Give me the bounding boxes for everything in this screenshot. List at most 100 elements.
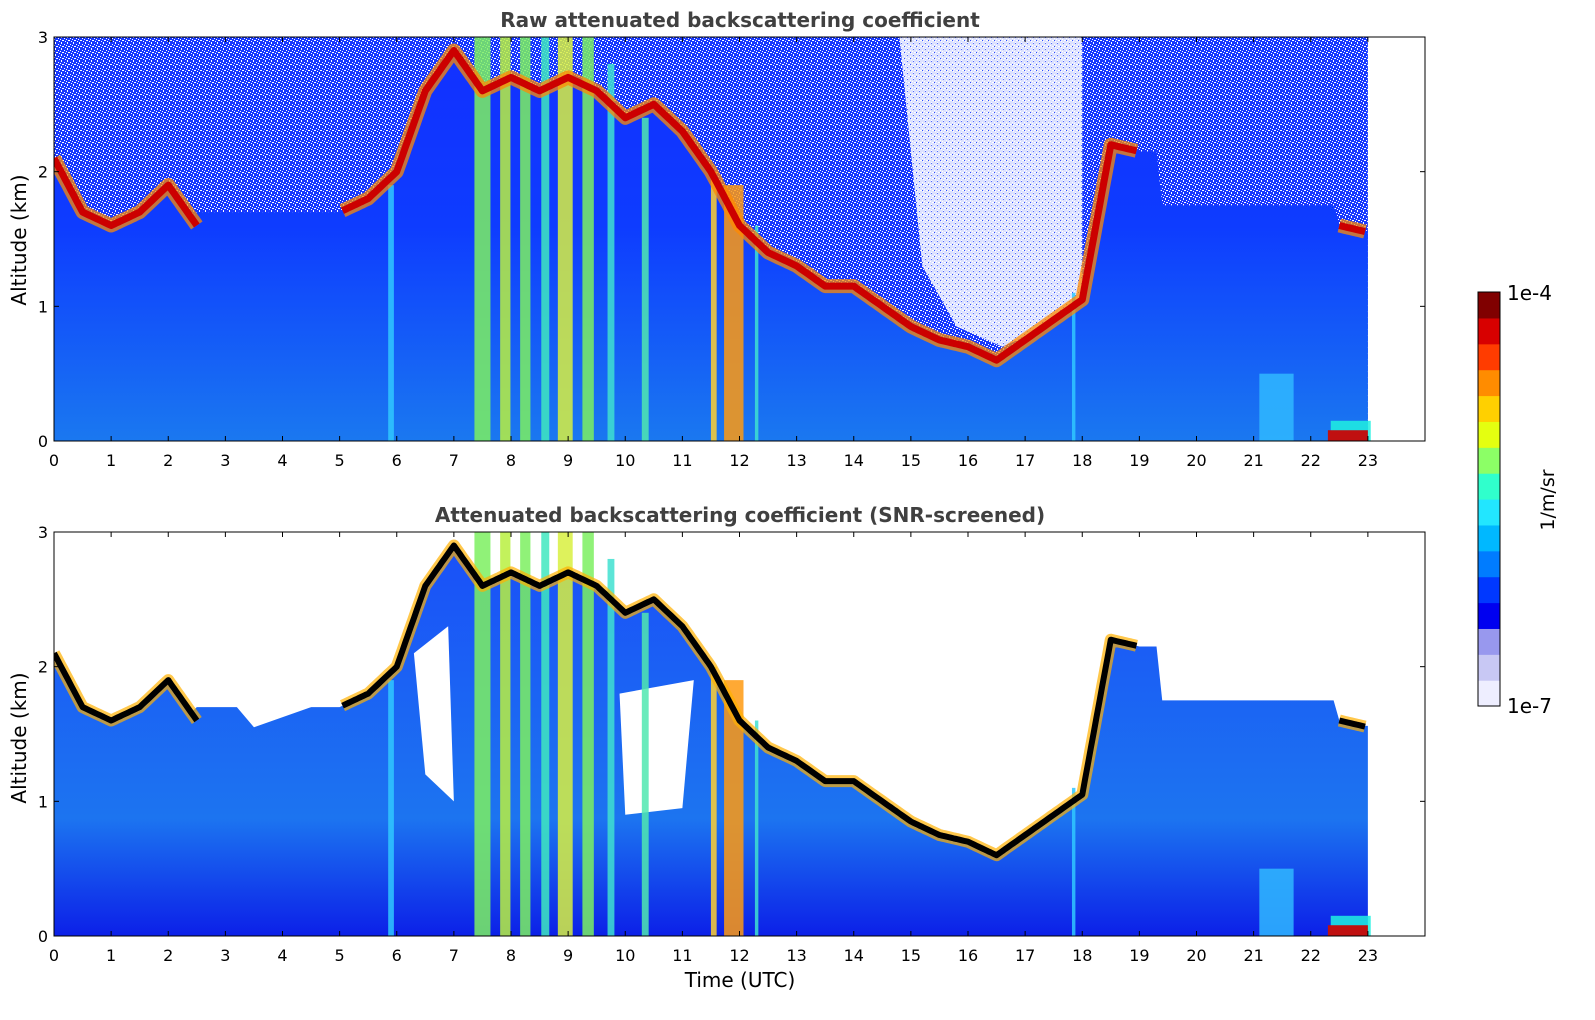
screened-mask <box>202 532 374 728</box>
x-tick-label: 0 <box>49 451 59 470</box>
precipitation-streak <box>557 37 573 441</box>
x-tick-label: 10 <box>615 946 635 965</box>
y-tick-label: 3 <box>38 523 48 542</box>
x-tick-label: 22 <box>1301 946 1321 965</box>
colorbar-max-label: 1e-4 <box>1507 281 1552 305</box>
colorbar-unit-label: 1/m/sr <box>1537 469 1559 530</box>
x-tick-label: 14 <box>844 946 864 965</box>
colorbar-swatch <box>1478 421 1500 448</box>
panel-raw: Raw attenuated backscattering coefficien… <box>7 8 1426 470</box>
x-tick-label: 11 <box>672 451 692 470</box>
colorbar-swatch <box>1478 550 1500 578</box>
x-tick-label: 3 <box>220 946 230 965</box>
colorbar-swatch <box>1478 395 1500 422</box>
colorbar-swatch <box>1478 343 1500 371</box>
x-tick-label: 2 <box>163 451 173 470</box>
colorbar-swatch <box>1478 369 1500 397</box>
colorbar-swatch <box>1478 576 1500 604</box>
precipitation-streak <box>541 532 550 936</box>
x-tick-label: 19 <box>1129 946 1149 965</box>
colorbar-swatch <box>1478 602 1500 629</box>
x-tick-label: 22 <box>1301 451 1321 470</box>
panel-screened: Attenuated backscattering coefficient (S… <box>7 503 1426 992</box>
precipitation-streak <box>582 532 594 936</box>
precipitation-streak <box>388 680 394 936</box>
x-axis-label: Time (UTC) <box>684 968 796 992</box>
y-tick-label: 2 <box>38 163 48 182</box>
colorbar-swatch <box>1478 680 1500 707</box>
x-tick-label: 15 <box>901 451 921 470</box>
colorbar-swatch <box>1478 317 1500 345</box>
precipitation-streak <box>520 37 531 441</box>
x-tick-label: 20 <box>1186 946 1206 965</box>
panel-screened-title: Attenuated backscattering coefficient (S… <box>435 503 1045 527</box>
precipitation-streak <box>582 37 594 441</box>
x-tick-label: 20 <box>1186 451 1206 470</box>
x-tick-label: 7 <box>449 946 459 965</box>
precipitation-streak <box>1071 787 1076 936</box>
x-tick-label: 21 <box>1243 946 1263 965</box>
screened-mask <box>1116 532 1368 701</box>
screened-mask <box>413 626 454 802</box>
panel-screened-y-axis-label: Altitude (km) <box>7 672 31 803</box>
precipitation-streak <box>754 720 759 936</box>
x-tick-label: 5 <box>335 946 345 965</box>
cloud-base-line <box>1338 222 1366 235</box>
x-tick-label: 13 <box>786 946 806 965</box>
surface-return <box>1327 430 1368 441</box>
x-tick-label: 12 <box>729 946 749 965</box>
cloud-base-line <box>341 47 1138 364</box>
precipitation-streak <box>541 37 550 441</box>
x-tick-label: 11 <box>672 946 692 965</box>
colorbar-swatch <box>1478 524 1500 552</box>
colorbar-swatch <box>1478 473 1500 500</box>
y-tick-label: 0 <box>38 927 48 946</box>
x-tick-label: 17 <box>1015 451 1035 470</box>
colorbar: 1e-4 1e-7 1/m/sr <box>1477 281 1559 718</box>
colorbar-gradient <box>1478 292 1500 707</box>
x-tick-label: 16 <box>958 451 978 470</box>
y-tick-label: 0 <box>38 432 48 451</box>
precipitation-streak <box>724 680 744 936</box>
x-tick-label: 17 <box>1015 946 1035 965</box>
panel-raw-heatmap <box>54 37 1425 441</box>
precipitation-streak <box>474 532 491 936</box>
panel-raw-title: Raw attenuated backscattering coefficien… <box>500 8 980 32</box>
panel-screened-x-ticks: 0 1 2 3 4 5 6 7 8 9 10 11 12 13 14 15 16 17 18 19 20 21 22 23 <box>49 532 1378 965</box>
screened-mask <box>54 532 203 627</box>
colorbar-swatch <box>1478 292 1500 319</box>
x-tick-label: 8 <box>506 946 516 965</box>
screened-mask <box>756 532 1083 835</box>
precipitation-streak <box>520 532 531 936</box>
x-tick-label: 21 <box>1243 451 1263 470</box>
x-tick-label: 14 <box>844 451 864 470</box>
y-tick-label: 1 <box>38 792 48 811</box>
x-tick-label: 19 <box>1129 451 1149 470</box>
x-tick-label: 6 <box>392 946 402 965</box>
precipitation-streak <box>557 532 573 936</box>
panel-raw-y-ticks: 0 1 2 3 <box>38 28 1425 451</box>
y-tick-label: 2 <box>38 658 48 677</box>
colorbar-swatch <box>1478 447 1500 474</box>
y-tick-label: 1 <box>38 297 48 316</box>
precipitation-streak <box>500 532 511 936</box>
precipitation-streak <box>754 225 759 441</box>
x-tick-label: 3 <box>220 451 230 470</box>
precipitation-streak <box>388 185 394 441</box>
x-tick-label: 16 <box>958 946 978 965</box>
x-tick-label: 5 <box>335 451 345 470</box>
cloud-base-line <box>1338 717 1366 730</box>
colorbar-frame <box>1477 291 1501 707</box>
screened-mask <box>619 680 694 815</box>
colorbar-min-label: 1e-7 <box>1507 694 1552 718</box>
x-tick-label: 1 <box>106 451 116 470</box>
precipitation-streak <box>1259 868 1294 936</box>
x-tick-label: 6 <box>392 451 402 470</box>
x-tick-label: 1 <box>106 946 116 965</box>
panel-screened-y-ticks: 0 1 2 3 <box>38 523 1425 946</box>
colorbar-swatch <box>1478 654 1500 681</box>
precipitation-streak <box>710 171 717 441</box>
x-tick-label: 8 <box>506 451 516 470</box>
surface-return <box>1327 925 1368 936</box>
